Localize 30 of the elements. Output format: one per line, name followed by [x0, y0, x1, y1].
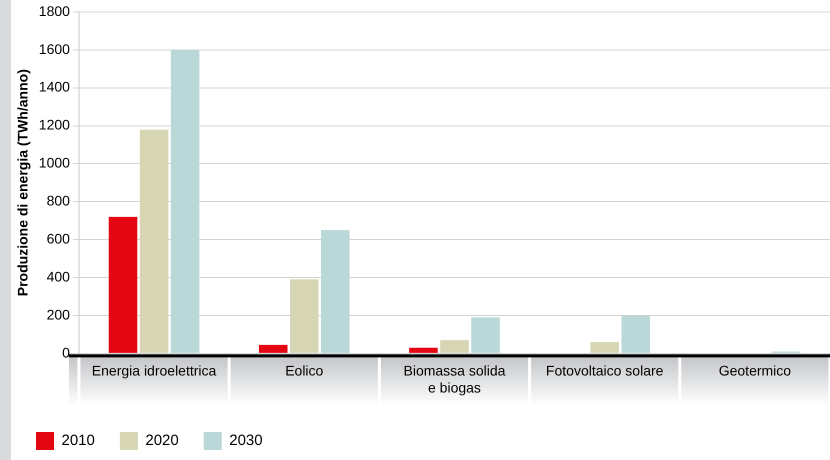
y-tick-label: 200 [46, 306, 70, 322]
y-tick-label: 1000 [38, 154, 70, 171]
legend-label: 2020 [145, 432, 179, 450]
bar [140, 130, 168, 353]
bar [409, 348, 438, 353]
y-tick-label: 1400 [38, 78, 70, 95]
bar [258, 344, 288, 353]
x-tick-label: Energia idroelettrica [92, 362, 217, 379]
y-tick-label: 1800 [38, 2, 70, 19]
bar [290, 279, 319, 353]
bar [621, 315, 650, 353]
legend-label: 2010 [62, 432, 95, 450]
y-tick-label: 400 [46, 268, 70, 284]
bar [170, 50, 200, 353]
y-tick-label: 1200 [38, 116, 70, 133]
x-tick-label: Fotovoltaico solare [546, 362, 664, 379]
bar [471, 317, 500, 353]
bar [440, 340, 469, 353]
x-tick-label: Eolico [285, 362, 324, 379]
y-tick-label: 600 [46, 230, 70, 246]
y-tick-label: 0 [62, 344, 70, 360]
x-tick-label: Biomassa solida e biogas [404, 362, 506, 396]
bar [321, 230, 350, 353]
y-tick-label: 800 [46, 192, 70, 209]
x-tick-label: Geotermico [718, 362, 792, 379]
y-tick-label: 1600 [38, 40, 70, 57]
legend-label: 2030 [229, 432, 263, 450]
y-axis-title: Produzione di energia (TWh/anno) [14, 69, 30, 296]
bar [590, 342, 619, 353]
bar [108, 216, 138, 353]
